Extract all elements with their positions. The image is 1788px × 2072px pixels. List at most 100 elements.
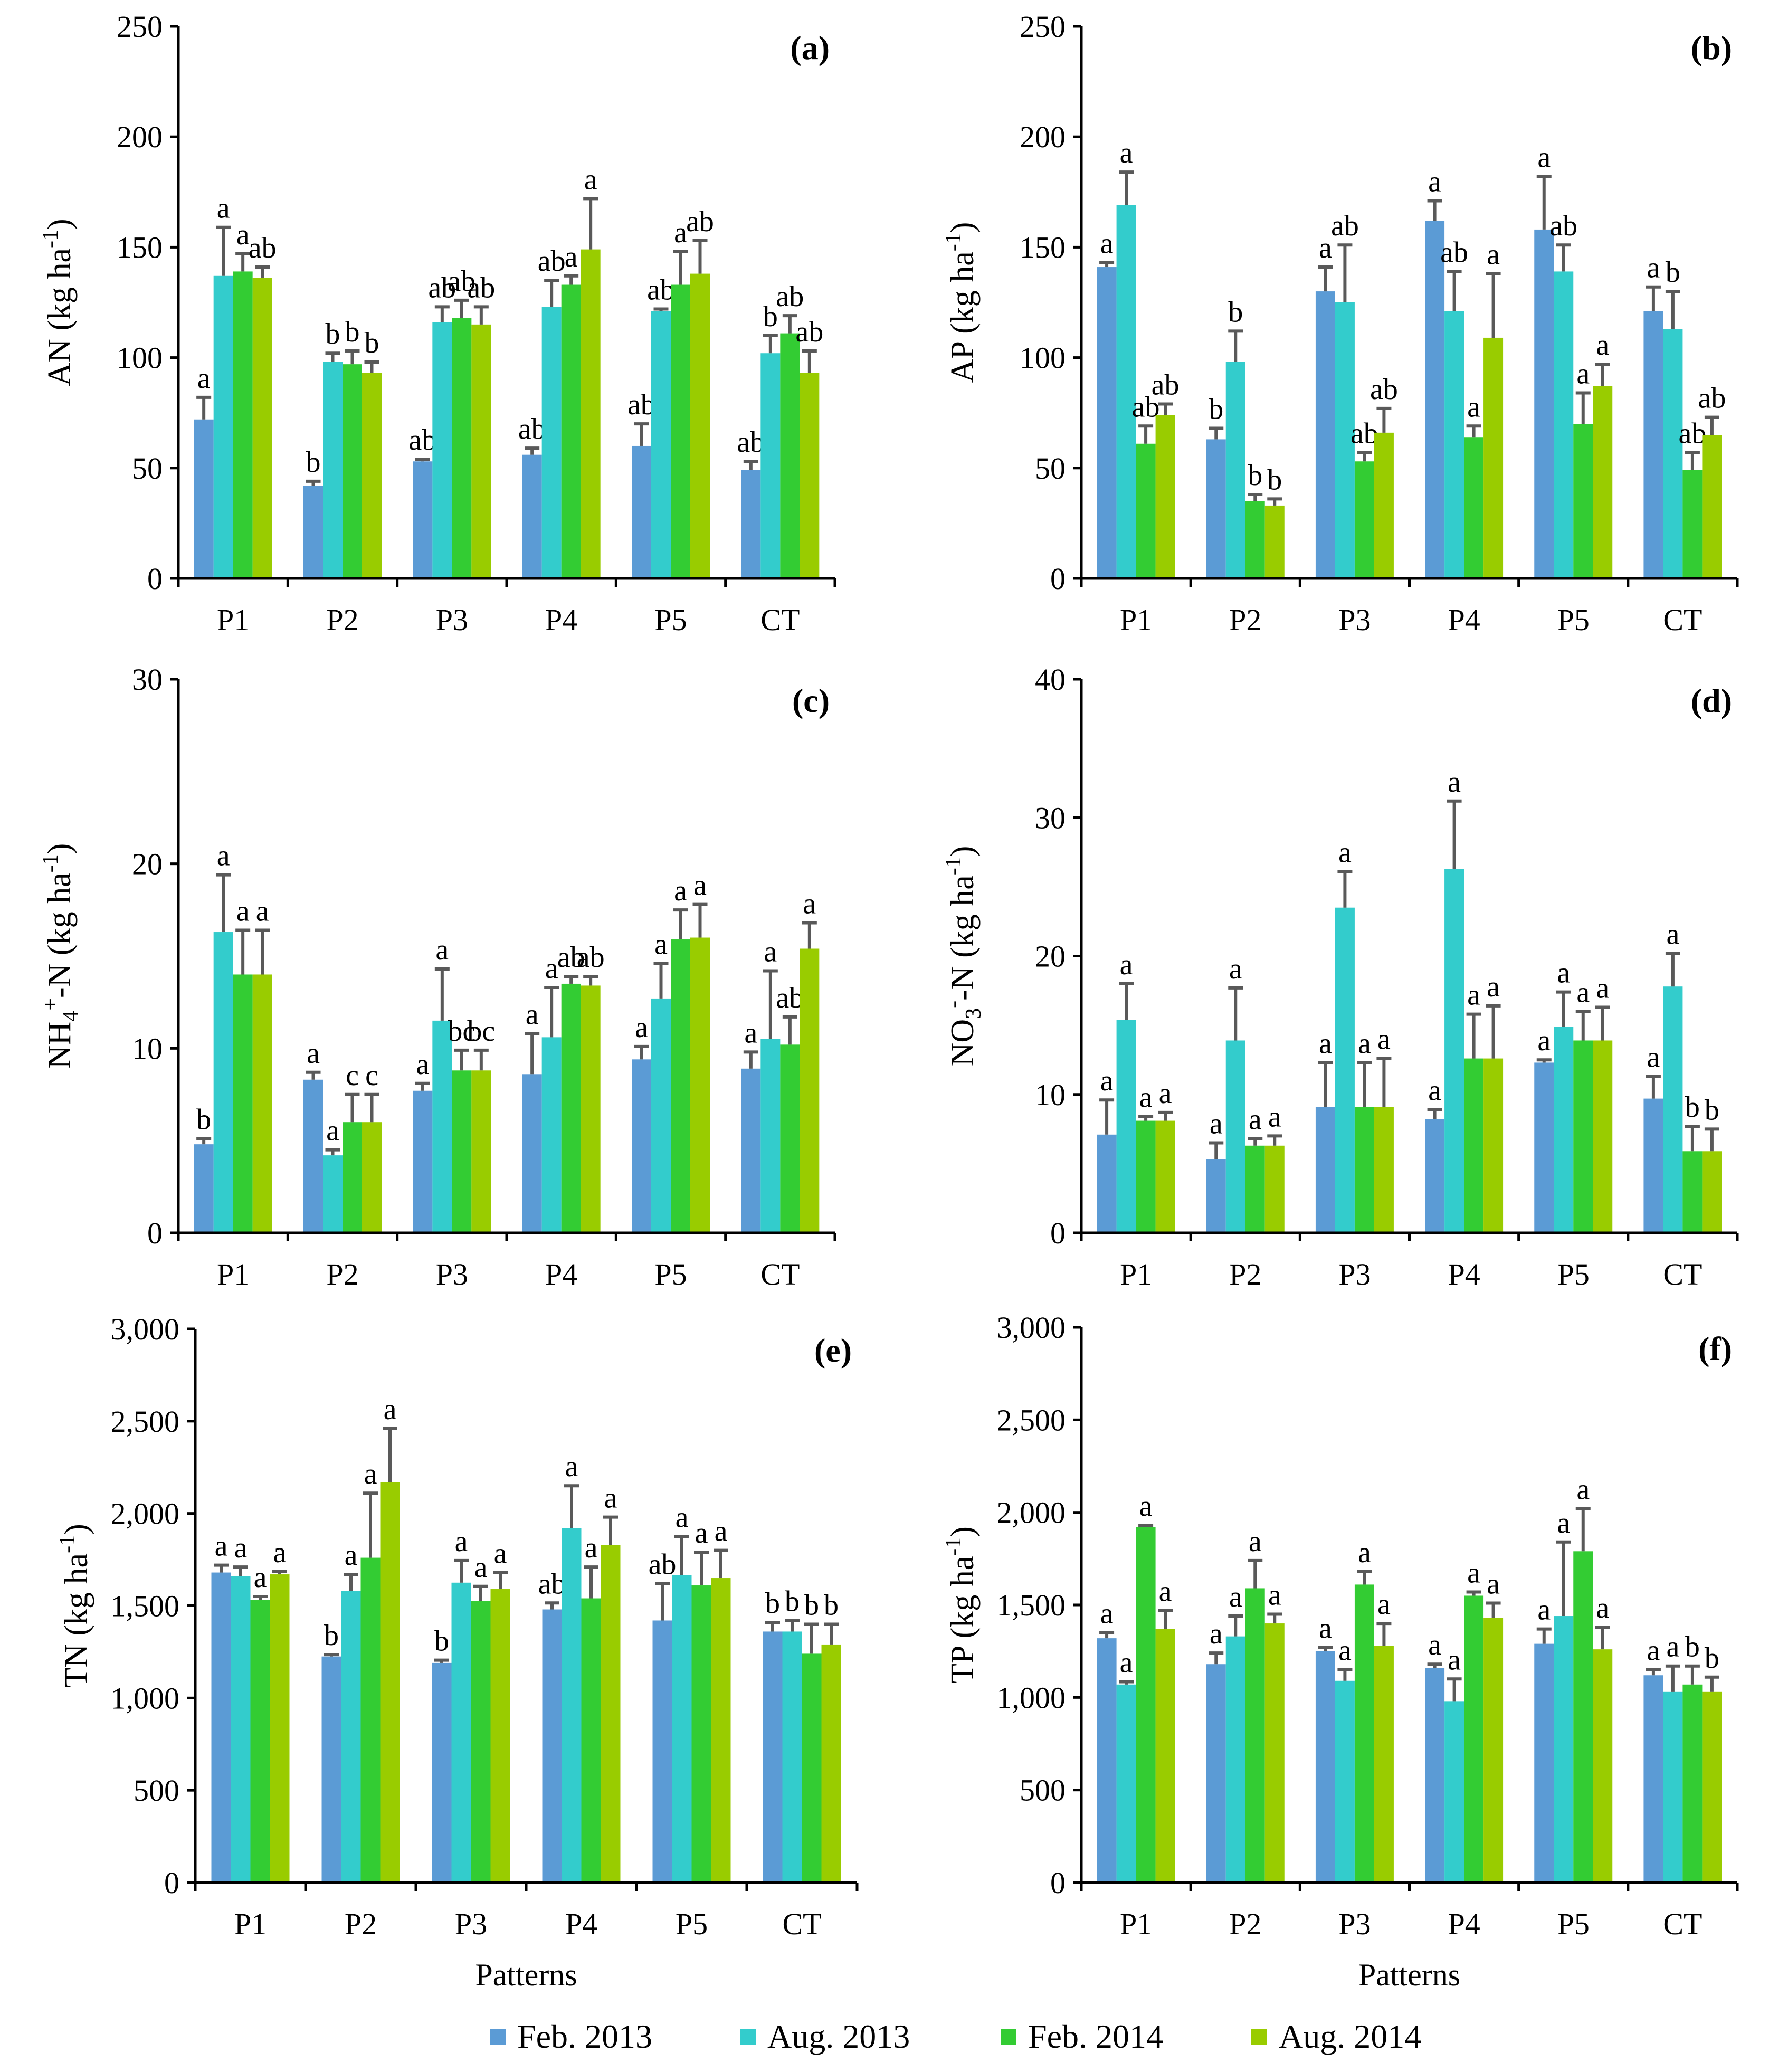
significance-label: a: [1537, 1594, 1551, 1627]
bar: [452, 318, 472, 578]
y-tick-label: 2,500: [111, 1404, 180, 1439]
significance-label: b: [1228, 296, 1243, 328]
y-label-part: ): [945, 846, 981, 857]
bar: [1702, 1691, 1722, 1883]
significance-label: b: [1685, 1091, 1700, 1124]
bar: [380, 1482, 400, 1883]
y-label-part: TN (kg ha: [59, 1553, 94, 1688]
y-label-part: -N (kg ha: [945, 875, 981, 1001]
significance-label: c: [365, 1059, 378, 1092]
x-tick-label: CT: [1663, 1907, 1702, 1941]
bar: [1702, 1151, 1722, 1233]
bar: [1225, 362, 1245, 578]
bar: [522, 454, 542, 578]
significance-label: a: [1596, 972, 1609, 1005]
bar: [231, 1576, 251, 1883]
bar: [1663, 329, 1683, 578]
bar: [1374, 1107, 1394, 1233]
bar: [1136, 1527, 1156, 1883]
bar: [741, 1068, 761, 1233]
y-tick-label: 2,000: [997, 1496, 1066, 1530]
legend-swatch: [740, 2029, 756, 2045]
y-label-part: ): [59, 1524, 94, 1535]
significance-label: a: [1100, 1064, 1114, 1097]
bar: [252, 278, 272, 578]
bar: [1225, 1040, 1245, 1233]
x-tick-label: CT: [1663, 603, 1702, 637]
bar: [561, 983, 581, 1233]
significance-label: b: [1685, 1631, 1700, 1664]
bar: [303, 1079, 323, 1233]
bar: [581, 1598, 601, 1883]
legend-label: Feb. 2013: [517, 2018, 652, 2055]
y-label-part: -N (kg ha: [42, 872, 78, 998]
significance-label: a: [526, 998, 539, 1031]
bar: [1116, 1684, 1136, 1883]
bar: [581, 249, 601, 579]
panel-tag: (a): [790, 29, 830, 66]
significance-label: b: [1248, 459, 1262, 492]
bar: [1335, 907, 1355, 1233]
bar: [1374, 1646, 1394, 1883]
bar: [1354, 461, 1374, 578]
y-label-superscript: -1: [941, 857, 966, 875]
significance-label: a: [693, 869, 707, 902]
bar: [1682, 1684, 1703, 1883]
bar: [194, 1144, 214, 1233]
x-tick-label: P1: [1120, 603, 1152, 637]
significance-label: a: [197, 362, 211, 395]
x-tick-label: P4: [565, 1907, 597, 1941]
y-tick-label: 30: [1035, 801, 1066, 835]
bar: [632, 1059, 651, 1233]
bar: [323, 1155, 343, 1233]
significance-label: a: [1596, 1592, 1609, 1624]
x-tick-label: P2: [326, 603, 358, 637]
y-label-part: ): [945, 222, 981, 233]
bar: [652, 1620, 672, 1883]
bar: [1097, 267, 1117, 578]
y-tick-label: 200: [1020, 120, 1066, 154]
significance-label: a: [236, 218, 250, 251]
significance-label: a: [584, 163, 597, 196]
bar: [541, 1037, 562, 1233]
x-tick-label: P3: [436, 1257, 468, 1291]
y-tick-label: 50: [132, 451, 163, 486]
panel-tag: (c): [792, 682, 830, 719]
bar: [1464, 437, 1484, 578]
bar: [651, 998, 671, 1233]
panel-tag: (e): [814, 1332, 852, 1369]
bar: [1374, 432, 1394, 578]
y-tick-label: 1,000: [111, 1681, 180, 1715]
significance-label: ab: [448, 265, 475, 298]
significance-label: a: [545, 952, 558, 985]
y-tick-label: 20: [1035, 939, 1066, 974]
y-tick-label: 2,500: [997, 1403, 1066, 1437]
bar: [763, 1631, 783, 1883]
y-tick-label: 2,000: [111, 1497, 180, 1531]
significance-label: ab: [647, 274, 675, 307]
significance-label: b: [1209, 393, 1223, 425]
y-label-superscript: -1: [39, 230, 63, 248]
significance-label: ab: [627, 388, 655, 421]
bar: [451, 1582, 471, 1883]
bar: [252, 974, 272, 1233]
y-label-part: ): [42, 218, 78, 230]
significance-label: a: [1358, 1027, 1371, 1060]
bar: [1315, 1107, 1335, 1233]
bar: [303, 486, 323, 578]
bar: [1663, 986, 1683, 1233]
bar: [1682, 1151, 1703, 1233]
legend-swatch: [1001, 2029, 1016, 2045]
bar: [651, 311, 671, 578]
y-label-superscript: -1: [941, 233, 966, 251]
bar: [1554, 271, 1574, 578]
x-tick-label: P1: [217, 603, 249, 637]
bar: [581, 985, 601, 1233]
significance-label: a: [1487, 239, 1500, 271]
y-tick-label: 1,500: [997, 1588, 1066, 1622]
x-tick-label: P4: [1448, 1907, 1480, 1941]
x-tick-label: P2: [1229, 603, 1261, 637]
